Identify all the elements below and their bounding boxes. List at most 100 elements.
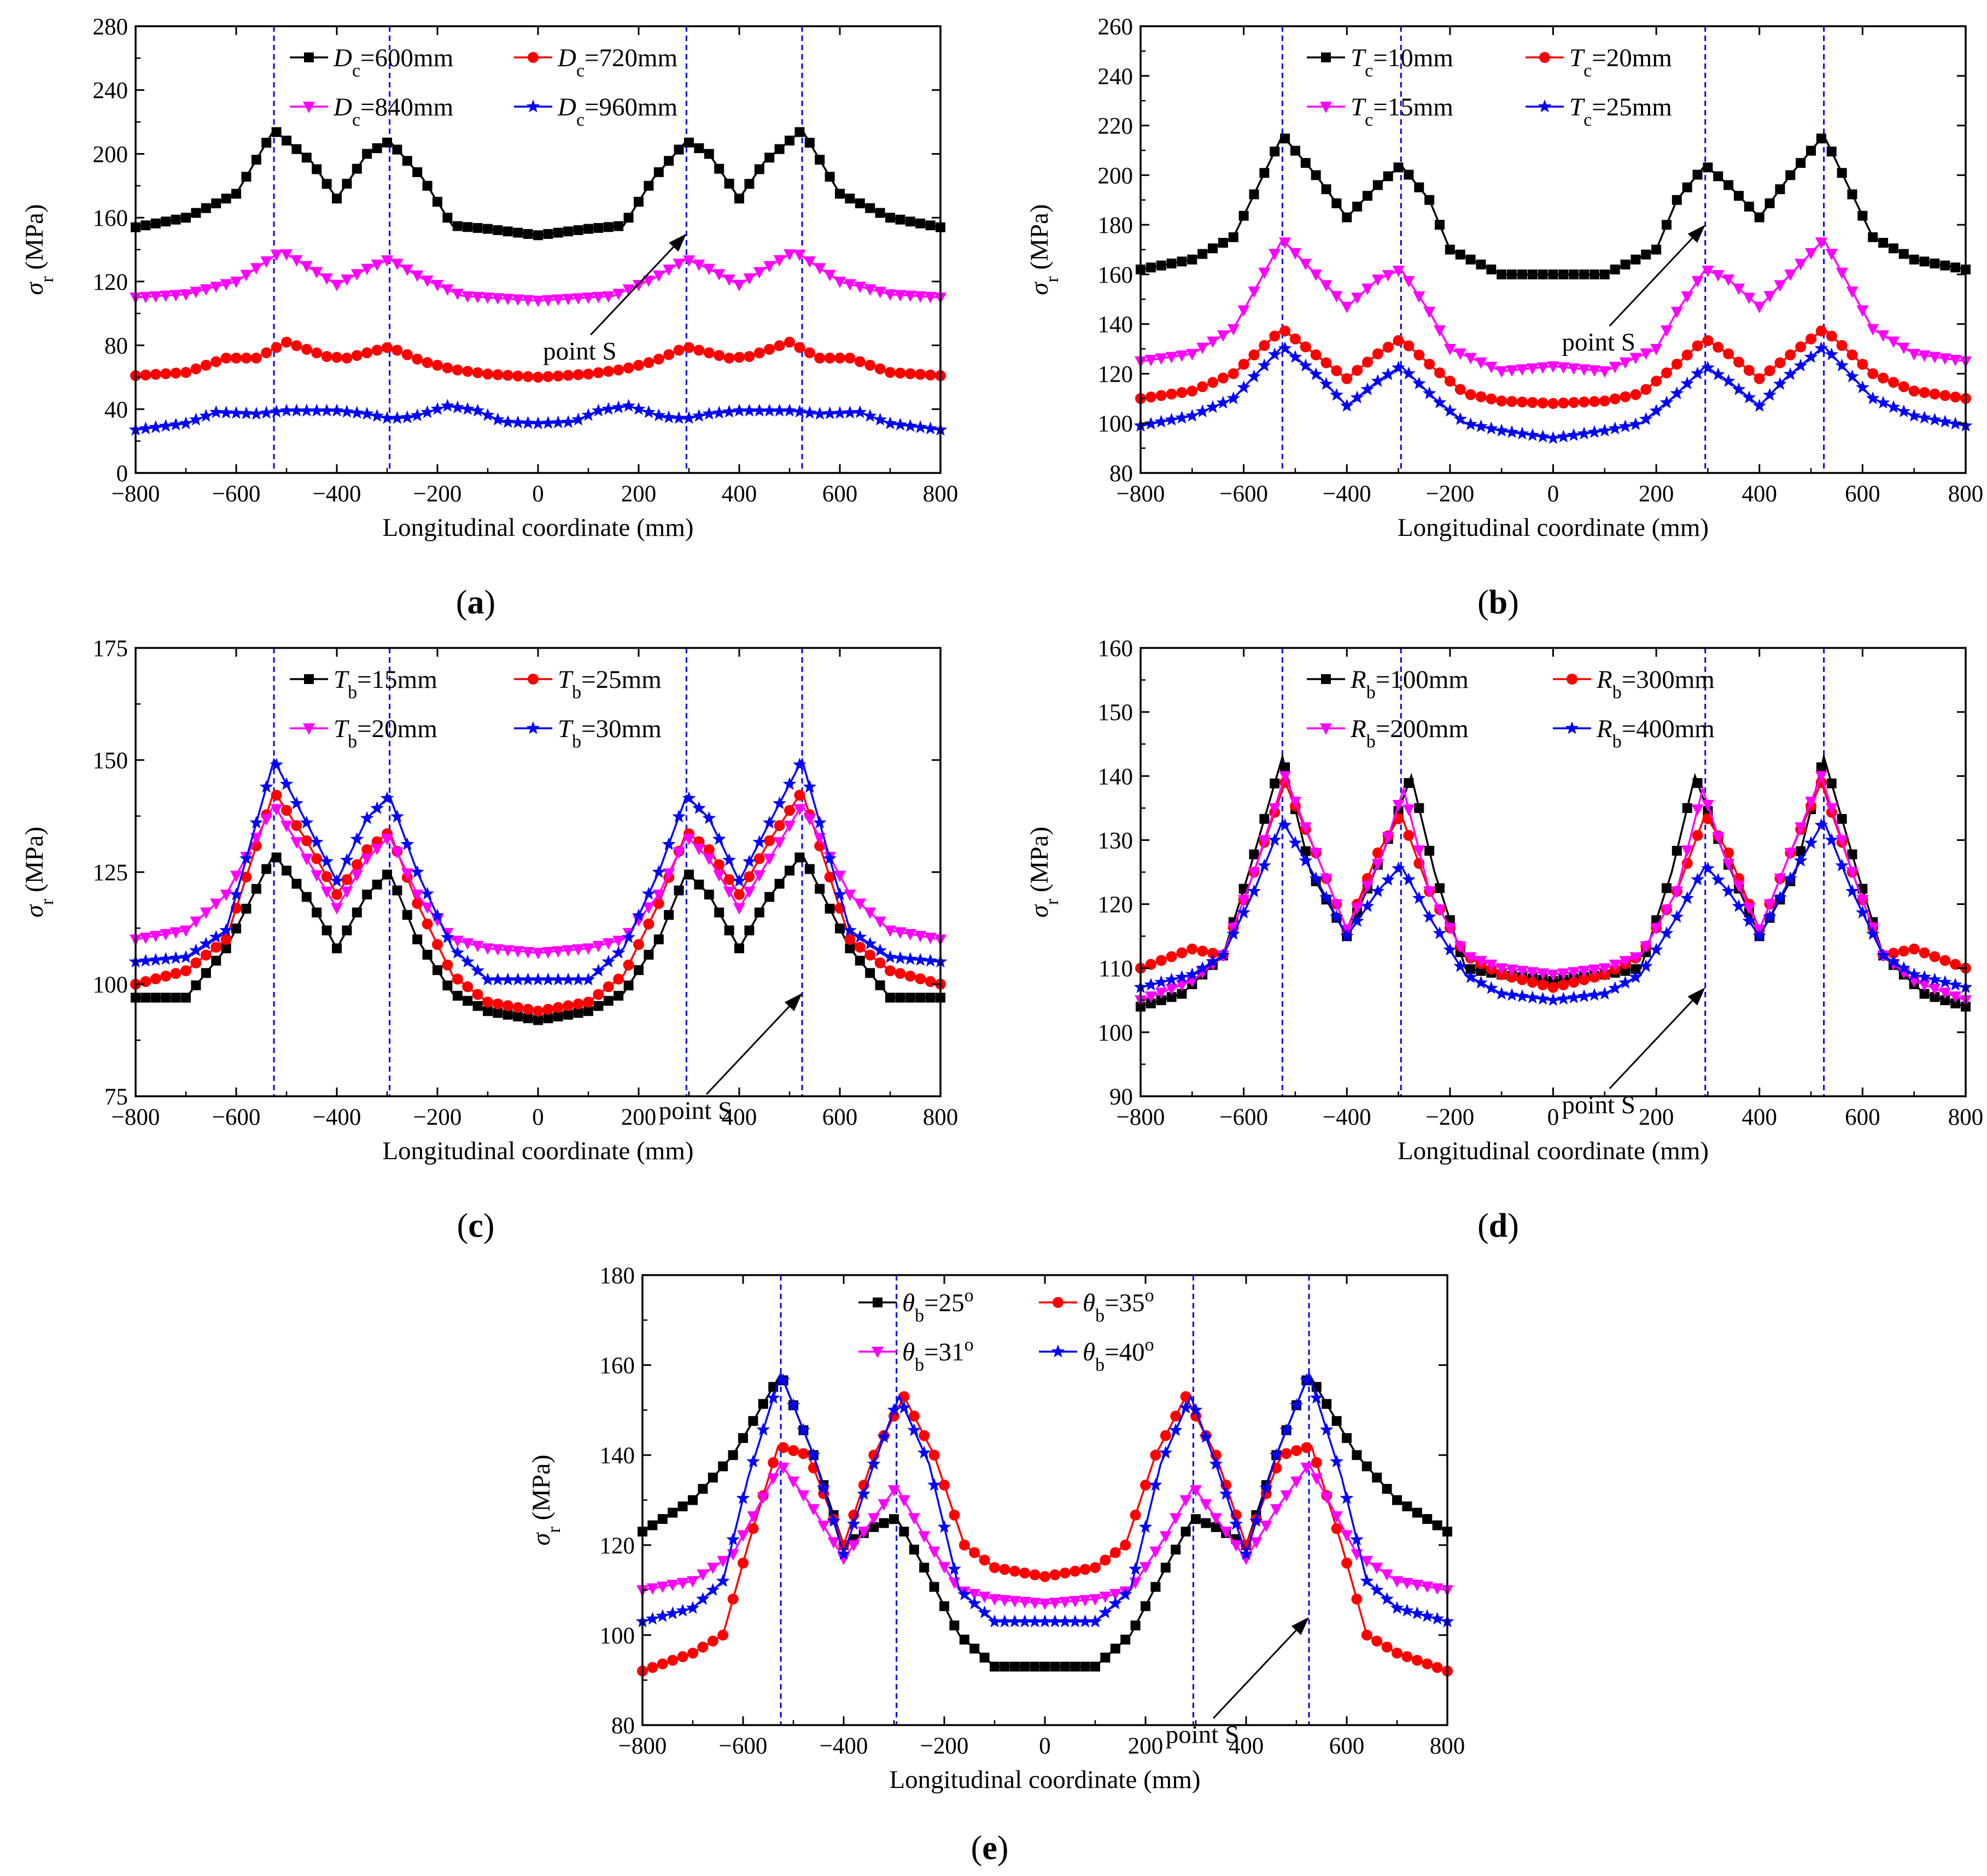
- data-point: [1680, 891, 1694, 904]
- data-point: [1170, 1410, 1182, 1422]
- data-point: [1599, 269, 1610, 279]
- data-point: [925, 369, 936, 381]
- data-point: [1382, 342, 1394, 353]
- data-point: [160, 971, 172, 982]
- data-point: [1144, 417, 1158, 430]
- legend-label: Tc=25mm: [1569, 93, 1672, 130]
- legend-marker: [528, 674, 539, 685]
- data-point: [1682, 803, 1692, 813]
- data-point: [602, 938, 615, 950]
- y-tick-label: 160: [93, 206, 128, 231]
- data-point: [1639, 959, 1653, 972]
- data-point: [483, 224, 493, 234]
- data-point: [171, 214, 181, 225]
- series-1: [131, 127, 945, 241]
- data-point: [1867, 368, 1879, 379]
- data-point: [1692, 829, 1703, 841]
- data-point: [351, 350, 363, 361]
- data-point: [804, 347, 815, 359]
- data-point: [320, 886, 333, 898]
- data-point: [1149, 1478, 1162, 1491]
- data-point: [667, 1580, 679, 1592]
- data-point: [431, 280, 443, 292]
- data-point: [563, 1009, 574, 1020]
- data-point: [1826, 330, 1837, 342]
- series-2: [1135, 325, 1971, 409]
- data-point: [250, 352, 262, 364]
- data-point: [1049, 1569, 1061, 1581]
- data-point: [662, 410, 676, 423]
- data-point: [1371, 374, 1385, 387]
- series-line: [642, 1462, 1448, 1605]
- data-point: [1691, 872, 1704, 886]
- data-point: [823, 851, 837, 864]
- y-tick-label: 125: [93, 860, 128, 886]
- data-point: [300, 854, 313, 866]
- y-tick-label: 200: [1098, 163, 1133, 189]
- data-point: [613, 973, 624, 985]
- data-point: [722, 405, 736, 418]
- x-tick-label: −200: [413, 1104, 462, 1130]
- data-point: [663, 264, 675, 276]
- data-point: [847, 1517, 861, 1530]
- data-point: [1070, 1662, 1080, 1672]
- x-tick-label: 800: [923, 481, 959, 507]
- data-point: [833, 887, 847, 901]
- data-point: [1267, 833, 1282, 846]
- data-point: [552, 370, 564, 382]
- data-point: [834, 352, 845, 364]
- x-tick-label: 400: [722, 481, 757, 507]
- data-point: [1877, 330, 1890, 342]
- data-point: [139, 291, 152, 303]
- data-point: [1100, 1554, 1111, 1566]
- data-point: [1370, 1583, 1384, 1596]
- x-tick-label: −600: [212, 1104, 261, 1130]
- data-point: [1846, 286, 1859, 298]
- data-point: [411, 270, 424, 282]
- data-point: [1381, 873, 1395, 886]
- data-point: [1538, 269, 1548, 279]
- data-point: [1474, 975, 1488, 989]
- data-point: [1814, 341, 1828, 354]
- data-point: [260, 256, 273, 268]
- data-point: [189, 943, 203, 956]
- data-point: [1640, 348, 1652, 360]
- data-point: [1732, 899, 1746, 912]
- data-point: [1815, 771, 1827, 783]
- data-point: [1176, 980, 1188, 992]
- data-point: [878, 1499, 890, 1511]
- data-point: [433, 196, 442, 207]
- data-point: [1009, 1662, 1020, 1672]
- data-point: [1702, 335, 1714, 346]
- data-point: [803, 814, 816, 826]
- data-point: [501, 415, 515, 428]
- data-point: [1149, 1546, 1162, 1558]
- data-point: [1270, 1504, 1283, 1516]
- data-point: [1165, 412, 1178, 426]
- data-point: [668, 1507, 678, 1518]
- data-point: [1028, 1598, 1041, 1610]
- data-point: [1259, 168, 1270, 178]
- data-point: [613, 364, 624, 376]
- data-point: [909, 1545, 919, 1555]
- data-point: [1866, 391, 1880, 405]
- data-point: [1372, 847, 1383, 858]
- y-tick-label: 160: [600, 1353, 635, 1379]
- data-point: [1144, 991, 1157, 1003]
- data-point: [1640, 941, 1652, 953]
- data-point: [482, 293, 494, 305]
- legend-label: Rb=100mm: [1350, 665, 1469, 703]
- data-point: [1433, 395, 1447, 408]
- data-point: [1908, 385, 1920, 397]
- data-point: [463, 996, 473, 1006]
- data-point: [1804, 835, 1818, 849]
- data-point: [1249, 189, 1259, 200]
- data-point: [697, 1641, 709, 1653]
- data-point: [1424, 845, 1435, 856]
- data-point: [642, 405, 656, 418]
- data-point: [857, 1487, 871, 1500]
- data-point: [1247, 884, 1261, 897]
- x-tick-label: 600: [1845, 481, 1880, 507]
- data-point: [693, 344, 705, 356]
- data-point: [1270, 147, 1280, 157]
